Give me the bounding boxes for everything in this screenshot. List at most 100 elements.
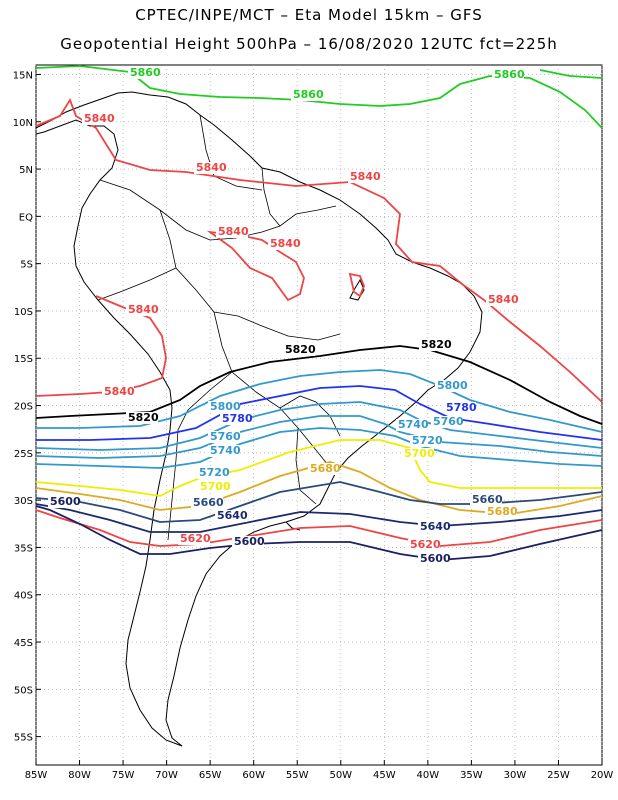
- contour-label-bg: [232, 536, 264, 548]
- contour-label-bg: [220, 413, 252, 425]
- contour-label-5760: 5760: [433, 415, 464, 428]
- contour-5640: [35, 503, 603, 533]
- lon-tick-label: 75W: [112, 770, 135, 781]
- contour-label-bg: [410, 435, 442, 447]
- lat-tick-label: 35S: [14, 543, 33, 554]
- contour-label-bg: [492, 69, 524, 81]
- contour-label-5820: 5820: [128, 411, 159, 424]
- contour-label-5820: 5820: [421, 338, 452, 351]
- contour-label-5840: 5840: [218, 225, 249, 238]
- contour-label-bg: [216, 226, 248, 238]
- contour-5720: [35, 427, 603, 469]
- contour-label-5740: 5740: [210, 444, 241, 457]
- map-frame: [35, 64, 603, 766]
- lat-tick-label: 45S: [14, 638, 33, 649]
- contour-label-bg: [102, 386, 134, 398]
- lon-tick-label: 45W: [373, 770, 396, 781]
- contour-label-bg: [435, 380, 467, 392]
- lon-tick-label: 80W: [68, 770, 91, 781]
- contour-label-bg: [128, 67, 160, 79]
- contour-label-bg: [208, 431, 240, 443]
- contour-label-bg: [198, 481, 230, 493]
- contour-label-bg: [82, 113, 114, 125]
- contour-label-bg: [402, 448, 434, 460]
- contour-label-5660: 5660: [472, 493, 503, 506]
- contour-label-bg: [486, 294, 518, 306]
- contour-label-bg: [348, 171, 380, 183]
- contour-label-bg: [208, 401, 240, 413]
- contour-label-bg: [444, 402, 476, 414]
- contour-label-bg: [268, 238, 300, 250]
- lat-tick-label: 55S: [14, 733, 33, 744]
- contour-label-5620: 5620: [410, 538, 441, 551]
- lat-tick-label: 20S: [14, 402, 33, 413]
- contour-label-5720: 5720: [199, 466, 230, 479]
- contour-label-5860: 5860: [293, 88, 324, 101]
- lat-tick-label: 50S: [14, 685, 33, 696]
- contour-5840: [206, 230, 305, 302]
- axis-ticks: 15N 10N 5N EQ 5S 10S 15S 20S 25S 30S 35S 40S 45S 50S 5…: [13, 70, 614, 781]
- contour-label-5840: 5840: [270, 237, 301, 250]
- contour-label-5600: 5600: [420, 552, 451, 565]
- contour-label-5600: 5600: [234, 535, 265, 548]
- contour-label-bg: [126, 304, 158, 316]
- lat-tick-label: 5S: [20, 260, 33, 271]
- contour-label-5640: 5640: [420, 520, 451, 533]
- contour-5740: [35, 415, 603, 459]
- contour-label-bg: [485, 506, 517, 518]
- contour-label-bg: [418, 553, 450, 565]
- contour-label-5860: 5860: [494, 68, 525, 81]
- lon-tick-label: 25W: [547, 770, 570, 781]
- contour-label-5840: 5840: [488, 293, 519, 306]
- lat-tick-label: 10N: [13, 118, 33, 129]
- lat-tick-label: 40S: [14, 591, 33, 602]
- contour-label-5680: 5680: [487, 505, 518, 518]
- lat-tick-label: 25S: [14, 449, 33, 460]
- contour-label-bg: [283, 344, 315, 356]
- contour-label-5860: 5860: [130, 66, 161, 79]
- map-title-line-1: CPTEC/INPE/MCT – Eta Model 15km – GFS: [135, 6, 483, 24]
- contour-label-bg: [419, 339, 451, 351]
- contour-5860: [35, 65, 603, 129]
- lon-tick-label: 30W: [504, 770, 527, 781]
- contour-5760: [35, 401, 603, 451]
- contour-label-5640: 5640: [217, 509, 248, 522]
- lat-tick-label: 10S: [14, 307, 33, 318]
- map-title-line-2: Geopotential Height 500hPa – 16/08/2020 …: [60, 35, 558, 53]
- graticule-grid: [35, 65, 603, 765]
- lon-tick-label: 35W: [460, 770, 483, 781]
- contour-label-5800: 5800: [437, 379, 468, 392]
- contour-label-bg: [418, 521, 450, 533]
- contour-label-bg: [291, 89, 323, 101]
- contour-label-bg: [178, 533, 210, 545]
- lon-tick-label: 70W: [155, 770, 178, 781]
- contour-label-5620: 5620: [180, 532, 211, 545]
- lat-tick-label: EQ: [19, 212, 33, 223]
- contour-label-bg: [208, 445, 240, 457]
- contour-label-5840: 5840: [84, 112, 115, 125]
- contour-label-bg: [126, 412, 158, 424]
- contour-label-bg: [470, 494, 502, 506]
- contour-label-5840: 5840: [128, 303, 159, 316]
- contour-label-bg: [194, 162, 226, 174]
- lat-tick-label: 15S: [14, 354, 33, 365]
- contour-label-5600: 5600: [50, 495, 81, 508]
- lon-tick-label: 40W: [417, 770, 440, 781]
- contour-lines: [35, 65, 603, 561]
- lon-tick-label: 55W: [286, 770, 309, 781]
- contour-5840: [348, 272, 365, 298]
- lat-tick-label: 5N: [19, 165, 33, 176]
- contour-label-5820: 5820: [285, 343, 316, 356]
- contour-label-5840: 5840: [196, 161, 227, 174]
- contour-label-5840: 5840: [350, 170, 381, 183]
- contour-label-5700: 5700: [200, 480, 231, 493]
- contour-label-bg: [408, 539, 440, 551]
- contour-label-5800: 5800: [210, 400, 241, 413]
- contour-label-5760: 5760: [210, 430, 241, 443]
- contour-label-bg: [308, 463, 340, 475]
- contour-5620: [35, 509, 603, 547]
- lon-tick-label: 50W: [329, 770, 352, 781]
- contour-label-5680: 5680: [310, 462, 341, 475]
- lon-tick-label: 85W: [25, 770, 48, 781]
